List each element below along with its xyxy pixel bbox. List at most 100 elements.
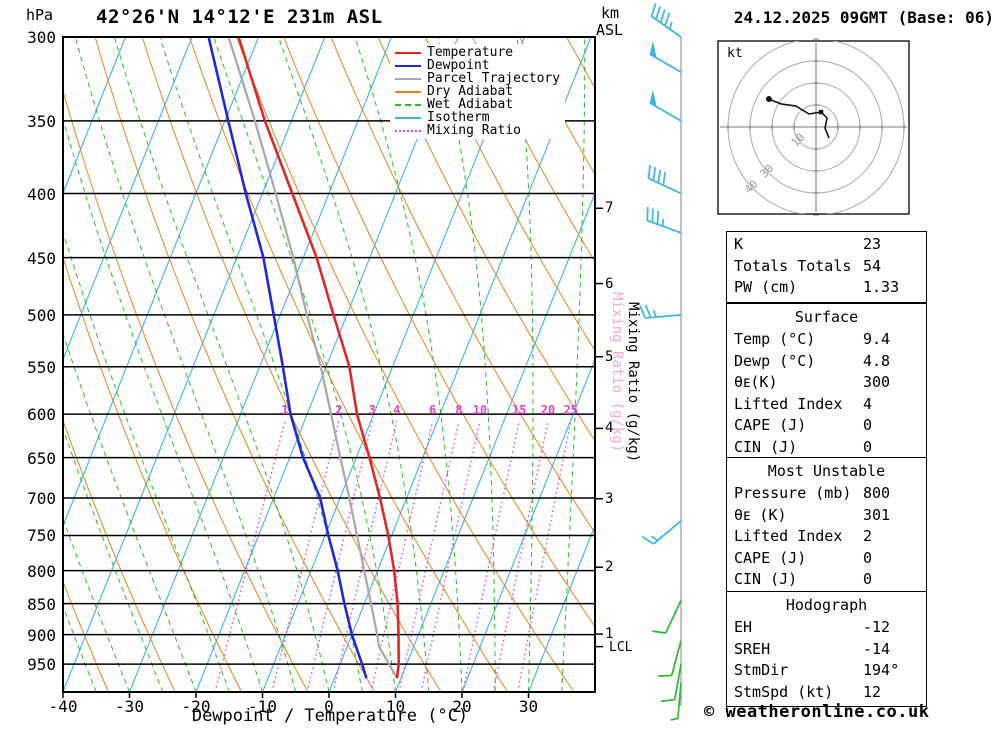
stat-row: Lifted Index 4 (727, 394, 926, 416)
wind-barb (649, 40, 682, 73)
pressure-tick-label: 400 (27, 184, 56, 204)
hodograph-stats-panel: Hodograph EH -12 SREH -14 StmDir 194° StmSpd (k… (726, 591, 927, 707)
legend-item: Isotherm (395, 110, 560, 125)
isotherm-line (195, 37, 459, 692)
stat-value: 4 (863, 394, 873, 413)
stat-value: 0 (863, 548, 873, 567)
mixing-ratio-line (214, 421, 286, 692)
mixing-ratio-line (370, 421, 434, 692)
wet-adiabat-line (113, 37, 330, 692)
parcel-trajectory-curve (227, 37, 398, 679)
pressure-tick-label: 900 (27, 625, 56, 645)
pressure-tick-label: 650 (27, 448, 56, 468)
panel-section-title: Most Unstable (767, 462, 886, 480)
km-tick-label: 1 (605, 626, 614, 643)
stat-label: PW (cm) (734, 278, 798, 296)
stat-row: PW (cm) 1.33 (727, 277, 926, 299)
wet-adiabat-line (63, 517, 130, 692)
stat-label: θᴇ(K) (734, 373, 778, 391)
pressure-tick-label: 550 (27, 357, 56, 377)
temp-tick-label: -20 (181, 697, 211, 716)
stat-label: Lifted Index (734, 527, 843, 545)
pressure-tick-label: 450 (27, 248, 56, 268)
wet-adiabat-line (63, 427, 164, 692)
stat-label: EH (734, 618, 753, 636)
stat-value: 194° (863, 661, 900, 679)
datetime-title: 24.12.2025 09GMT (Base: 06) (733, 8, 994, 27)
isotherm-line (261, 37, 526, 692)
km-tick-label: 7 (605, 200, 614, 217)
stat-value: 12 (863, 682, 882, 701)
mixing-ratio-label: 6 (429, 403, 437, 417)
mixing-ratio-label: 20 (540, 403, 556, 417)
stat-label: Totals Totals (734, 256, 852, 275)
mixing-ratio-label: 3 (368, 403, 376, 417)
km-tick-label: 2 (605, 559, 614, 576)
legend-item-label: Dry Adiabat (427, 84, 514, 99)
pressure-tick-label: 500 (27, 305, 56, 325)
wet-adiabat-line (63, 117, 263, 692)
wind-barb (652, 600, 682, 634)
dry-adiabat-line (424, 37, 595, 352)
stat-label: CAPE (J) (734, 548, 807, 567)
stat-value: 23 (863, 235, 882, 253)
temp-tick-label: 30 (518, 697, 539, 716)
stat-row: StmSpd (kt) 12 (727, 682, 926, 704)
isotherm-line (63, 37, 260, 528)
wind-barb (641, 520, 682, 545)
mixing-ratio-line (462, 421, 520, 692)
legend-item-label: Temperature (427, 45, 514, 60)
stat-label: Pressure (mb) (734, 484, 852, 502)
stat-value: 301 (863, 505, 891, 524)
stat-row: CAPE (J) 0 (727, 415, 926, 437)
isotherm-legend-line (395, 116, 421, 119)
temp-tick-label: -30 (115, 697, 144, 716)
mixing-ratio-line (398, 421, 460, 692)
hodograph-trace (768, 98, 830, 139)
wind-barb (670, 682, 682, 721)
stat-label: θᴇ (K) (734, 505, 787, 524)
stat-label: CIN (J) (734, 570, 798, 588)
mixing-ratio-label: 25 (563, 403, 579, 417)
mixing-ratio-label: 8 (455, 403, 463, 417)
stat-label: Dewp (°C) (734, 351, 816, 370)
wind-barb (658, 640, 682, 677)
stat-row: CIN (J) 0 (727, 437, 926, 459)
asl-axis-unit: ASL (596, 21, 624, 39)
stat-row: Dewp (°C) 4.8 (727, 351, 926, 373)
stat-value: 300 (863, 373, 891, 391)
mixing-ratio-line (332, 421, 398, 692)
stat-value: 4.8 (863, 351, 891, 370)
legend-item: Mixing Ratio (395, 123, 560, 138)
mixing-ratio-line (271, 421, 340, 692)
x-axis-title: Dewpoint / Temperature (°C) (191, 706, 469, 726)
pressure-unit-label: hPa (26, 6, 54, 24)
temp-tick-label: 0 (324, 697, 334, 716)
hodograph-end-dot (765, 96, 772, 103)
temperature-curve (237, 37, 400, 679)
stat-value: 0 (863, 570, 873, 588)
dry-adiabat-line (377, 37, 595, 442)
isotherm-line (328, 37, 592, 692)
temp-tick-label: -40 (48, 697, 78, 716)
stat-label: CAPE (J) (734, 416, 807, 434)
wet-adiabat-line (63, 605, 97, 692)
isotherm-line (63, 37, 127, 195)
temp-tick-label: 10 (385, 697, 406, 716)
isotherm-line (527, 524, 595, 692)
stat-label: Temp (°C) (734, 330, 816, 348)
isotherm-line (63, 37, 193, 361)
mixing-ratio-axis-label: Mixing Ratio (g/kg) (625, 302, 641, 463)
km-axis-unit: km (601, 4, 620, 22)
stat-value: 2 (863, 527, 873, 545)
stat-label: CIN (J) (734, 437, 798, 456)
stat-label: StmDir (734, 661, 789, 679)
stat-value: 0 (863, 437, 873, 456)
wind-barb (647, 164, 682, 195)
wind-barb (650, 3, 682, 38)
pressure-tick-label: 800 (27, 561, 56, 581)
pressure-tick-label: 350 (27, 111, 56, 131)
legend-item-label: Parcel Trajectory (427, 71, 561, 86)
isotherm-line (461, 358, 595, 692)
